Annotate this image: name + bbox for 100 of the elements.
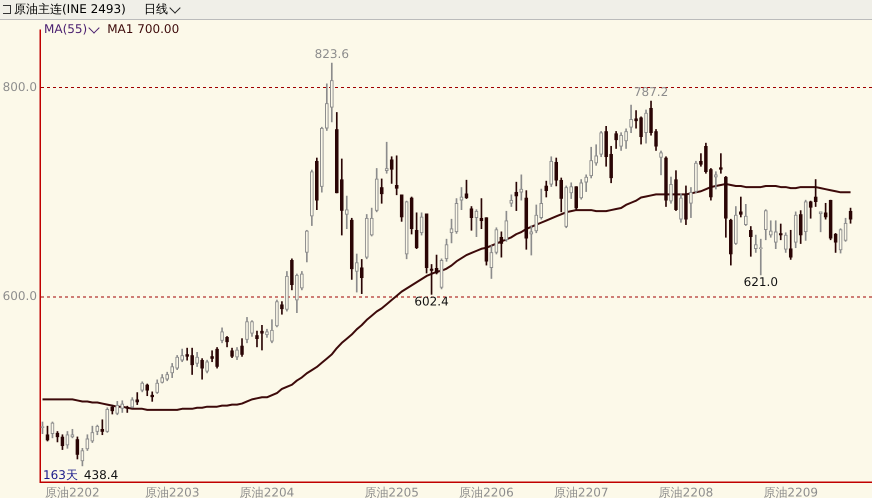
- candlestick: [659, 150, 663, 176]
- candlestick: [250, 320, 254, 337]
- candlestick: [444, 238, 448, 262]
- candlestick: [709, 168, 713, 200]
- y-tick-label: 600.0: [2, 289, 37, 304]
- candlestick: [90, 426, 94, 443]
- candlestick: [440, 258, 444, 290]
- x-tick-label: 原油2208: [658, 485, 714, 498]
- candlestick: [265, 328, 269, 338]
- candlestick: [838, 228, 842, 254]
- candlestick: [744, 204, 748, 226]
- candlestick: [589, 146, 594, 178]
- annotation: 163天: [43, 468, 78, 482]
- candlestick: [315, 158, 319, 210]
- candlestick: [285, 271, 289, 312]
- candlestick: [56, 431, 60, 442]
- candlestick: [420, 212, 424, 236]
- candlestick: [704, 142, 708, 174]
- candlestick: [155, 379, 160, 394]
- candlestick: [66, 431, 70, 449]
- candlestick: [305, 230, 309, 262]
- candlestick: [500, 232, 504, 258]
- candlestick: [520, 174, 524, 200]
- candlestick: [634, 110, 638, 129]
- candlestick: [694, 160, 698, 194]
- candlestick: [464, 180, 468, 199]
- candlestick: [724, 176, 728, 238]
- candlestick: [814, 179, 818, 207]
- candlestick: [404, 200, 408, 260]
- candlestick: [624, 128, 628, 149]
- candlestick: [295, 274, 299, 314]
- annotation: 438.4: [84, 468, 118, 482]
- candlestick: [384, 142, 388, 174]
- candlestick: [684, 186, 688, 225]
- chart-title: 原油主连(INE 2493): [14, 2, 126, 16]
- candlestick: [629, 104, 633, 134]
- candlestick: [719, 153, 723, 174]
- candlestick: [70, 428, 74, 438]
- candlestick: [220, 328, 224, 344]
- candlestick: [270, 319, 274, 344]
- candlestick: [504, 210, 508, 242]
- candlestick: [664, 156, 668, 207]
- candlestick: [764, 209, 768, 240]
- annotation: 602.4: [414, 294, 449, 309]
- candlestick: [828, 200, 832, 240]
- candlestick: [245, 317, 249, 344]
- candlestick: [848, 208, 852, 224]
- candlestick: [86, 434, 90, 451]
- candlestick: [106, 407, 110, 433]
- candlestick: [804, 200, 808, 241]
- candlestick: [100, 419, 104, 436]
- candlestick: [40, 422, 44, 434]
- candlestick: [460, 187, 464, 210]
- candlestick: [80, 448, 84, 466]
- candlestick: [140, 381, 144, 392]
- candlestick: [654, 129, 658, 151]
- candlestick: [195, 352, 199, 367]
- candlestick: [255, 330, 259, 348]
- candlestick: [150, 392, 154, 402]
- candlestick: [350, 218, 354, 280]
- candlestick: [484, 217, 488, 266]
- candlestick: [529, 225, 534, 256]
- y-tick-label: 800.0: [2, 80, 37, 94]
- candlestick: [275, 300, 279, 328]
- candlestick: [450, 218, 454, 244]
- candlestick: [130, 397, 134, 408]
- candlestick: [669, 176, 673, 204]
- candlestick: [344, 196, 349, 230]
- candlestick: [50, 422, 54, 438]
- candlestick: [490, 245, 494, 279]
- candlestick: [604, 126, 608, 167]
- candlestick: [689, 187, 693, 218]
- candlestick: [410, 196, 414, 234]
- candlestick: [185, 348, 189, 360]
- candlestick: [599, 131, 603, 158]
- candlestick: [414, 212, 418, 250]
- candlestick: [784, 232, 788, 253]
- chart-subtitle: 日线: [144, 2, 168, 16]
- candlestick: [649, 100, 653, 136]
- x-tick-label: 原油2205: [364, 485, 419, 498]
- candlestick: [310, 170, 314, 226]
- candlestick: [584, 174, 588, 192]
- candlestick: [574, 186, 578, 210]
- candlestick: [135, 392, 140, 405]
- annotation: 823.6: [314, 47, 349, 62]
- candlestick: [644, 110, 648, 144]
- candlestick: [240, 338, 244, 357]
- candlestick: [354, 254, 359, 292]
- candlestick: [210, 350, 214, 362]
- candlestick: [524, 190, 528, 250]
- candlestick: [434, 254, 438, 274]
- candlestick: [798, 210, 802, 244]
- text: MA1 700.00: [107, 22, 180, 36]
- candlestick: [714, 171, 718, 190]
- candlestick: [380, 178, 384, 204]
- candlestick: [400, 194, 404, 222]
- candlestick: [454, 198, 458, 234]
- x-tick-label: 原油2209: [763, 485, 818, 498]
- legend-title: MA(55): [44, 22, 88, 36]
- candlestick: [424, 214, 428, 274]
